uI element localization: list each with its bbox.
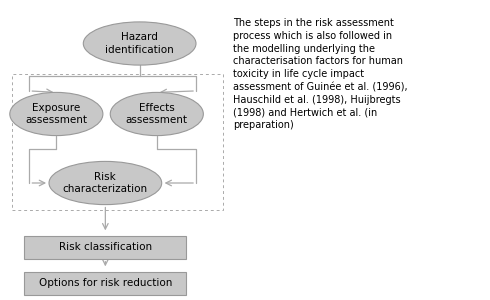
Text: Risk
characterization: Risk characterization [63,172,148,194]
Ellipse shape [110,92,203,136]
FancyBboxPatch shape [24,236,186,259]
Ellipse shape [49,161,162,205]
Text: Options for risk reduction: Options for risk reduction [39,278,172,289]
Ellipse shape [10,92,103,136]
Text: Effects
assessment: Effects assessment [126,103,188,125]
Text: Risk classification: Risk classification [59,242,152,253]
Text: Exposure
assessment: Exposure assessment [25,103,87,125]
FancyBboxPatch shape [24,272,186,295]
Text: Hazard
identification: Hazard identification [105,32,174,55]
Ellipse shape [83,22,196,65]
Text: The steps in the risk assessment
process which is also followed in
the modelling: The steps in the risk assessment process… [233,18,407,130]
